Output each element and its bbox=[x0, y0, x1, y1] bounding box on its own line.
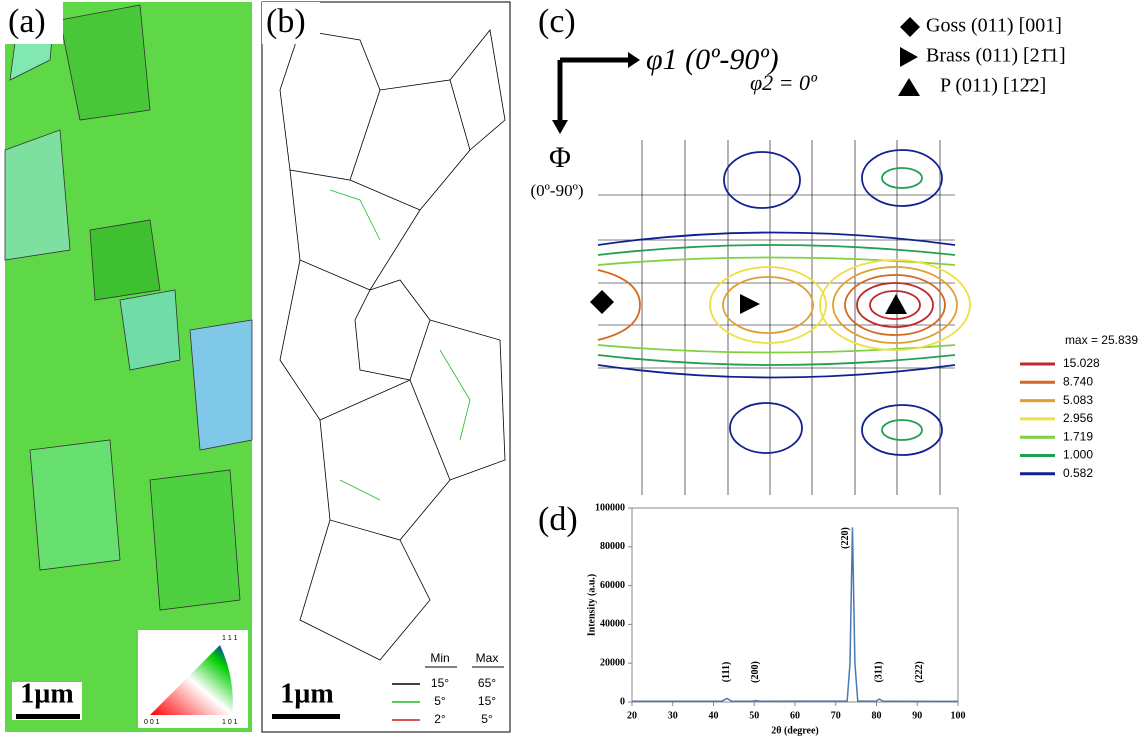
grain bbox=[59, 4, 151, 121]
plot-frame bbox=[631, 507, 959, 703]
x-tick-label: 70 bbox=[831, 710, 841, 721]
grain bbox=[189, 319, 253, 451]
phi1-label: φ1 (0º-90º) bbox=[646, 43, 779, 76]
boundary-map bbox=[261, 1, 511, 733]
ipf-label: 1 1 1 bbox=[222, 635, 238, 642]
grain bbox=[119, 289, 181, 371]
p-symbol bbox=[898, 78, 920, 96]
level-label: 15.028 bbox=[1063, 356, 1100, 370]
Phi-label: Φ bbox=[549, 141, 571, 174]
legend-max: 15° bbox=[478, 694, 496, 708]
x-tick-label: 30 bbox=[668, 710, 678, 721]
x-axis-label: 2θ (degree) bbox=[771, 725, 819, 736]
orientation: Brass (011) [21̄1] bbox=[926, 45, 1066, 67]
max-label: max = 25.839 bbox=[1065, 333, 1138, 347]
legend-max: 65° bbox=[478, 676, 496, 690]
y-tick-label: 80000 bbox=[600, 541, 625, 552]
ipf-label: 0 0 1 bbox=[144, 719, 160, 726]
goss-symbol bbox=[590, 290, 614, 314]
odf-contours bbox=[597, 149, 971, 456]
legend-min: 2° bbox=[434, 712, 446, 726]
panel-c: (c) φ1 (0º-90º) φ2 = 0º Φ (0º-90º) Goss … bbox=[530, 3, 1138, 495]
low-angle bbox=[329, 189, 471, 501]
scale-text: 1µm bbox=[280, 678, 333, 709]
ipf-label: 1 0 1 bbox=[222, 719, 238, 726]
panel-label: (a) bbox=[8, 3, 46, 40]
y-tick-label: 20000 bbox=[600, 657, 625, 668]
level-label: 5.083 bbox=[1063, 393, 1093, 407]
label-box bbox=[5, 2, 63, 44]
legend-max: 5° bbox=[481, 712, 493, 726]
level-label: 1.719 bbox=[1063, 429, 1093, 443]
ipf-triangle bbox=[150, 645, 233, 715]
peak-label: (111) bbox=[721, 662, 732, 683]
grain bbox=[149, 469, 241, 611]
y-axis-label: Intensity (a.u.) bbox=[586, 574, 597, 637]
odf-grid bbox=[598, 140, 955, 495]
goss-symbol bbox=[900, 17, 920, 37]
phi2-label: φ2 = 0º bbox=[750, 70, 818, 95]
scale-bar bbox=[16, 714, 80, 719]
brass-symbol bbox=[740, 294, 760, 314]
arrow-head bbox=[552, 52, 640, 134]
scale-text: 1µm bbox=[20, 678, 73, 709]
level-label: 2.956 bbox=[1063, 411, 1093, 425]
panel-label: (c) bbox=[538, 3, 576, 40]
brass-symbol bbox=[900, 47, 918, 67]
scale-box bbox=[12, 682, 82, 720]
Phi-range: (0º-90º) bbox=[530, 181, 583, 200]
panel-a: (a) 1µm 1 1 1 0 0 1 1 0 1 bbox=[4, 2, 253, 732]
p-symbol bbox=[885, 294, 907, 314]
x-tick-label: 80 bbox=[872, 710, 882, 721]
y-tick-label: 60000 bbox=[600, 580, 625, 591]
peak-label: (222) bbox=[914, 661, 925, 683]
legend-header: Max bbox=[476, 651, 499, 665]
panel-d: (d) 0 20000 40000 60000 80000 100000 20 30 40 50 6… bbox=[538, 501, 966, 737]
series-line bbox=[632, 527, 959, 703]
legend-min: 15° bbox=[431, 676, 449, 690]
orientation: P (011) [12̄2] bbox=[940, 75, 1046, 97]
legend-min: 5° bbox=[434, 694, 446, 708]
panel-label: (b) bbox=[266, 3, 306, 40]
level-label: 8.740 bbox=[1063, 374, 1093, 388]
y-tick-label: 0 bbox=[620, 696, 625, 707]
panel-b: (b) 1µm Min Max 15° 65° 5° 15° 2° 5° bbox=[261, 1, 511, 733]
x-tick-label: 60 bbox=[790, 710, 800, 721]
peak-label: (311) bbox=[874, 661, 885, 682]
level-label: 0.582 bbox=[1063, 466, 1093, 480]
grain bbox=[29, 439, 121, 571]
axes-arrow bbox=[557, 57, 628, 122]
scale-bar bbox=[272, 714, 340, 719]
y-tick-label: 40000 bbox=[600, 619, 625, 630]
label-box bbox=[262, 2, 320, 44]
peak-label: (200) bbox=[750, 661, 761, 683]
x-tick-label: 100 bbox=[951, 710, 966, 721]
x-tick-label: 50 bbox=[749, 710, 759, 721]
x-tick-label: 90 bbox=[912, 710, 922, 721]
grain bbox=[4, 129, 71, 261]
panel-label: (d) bbox=[538, 501, 578, 538]
peak-label: (220) bbox=[840, 527, 851, 549]
legend-header: Min bbox=[430, 651, 449, 665]
x-tick-label: 20 bbox=[627, 710, 637, 721]
grain bbox=[89, 219, 161, 301]
level-label: 1.000 bbox=[1063, 448, 1093, 462]
orientation: Goss (011) [001] bbox=[926, 15, 1062, 37]
x-tick-label: 40 bbox=[709, 710, 719, 721]
boundaries bbox=[279, 29, 506, 661]
y-tick-label: 100000 bbox=[595, 502, 625, 513]
